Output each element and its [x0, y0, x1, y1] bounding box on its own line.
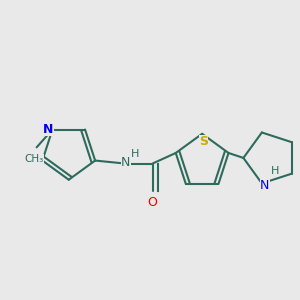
Text: H: H [130, 148, 139, 159]
Text: S: S [199, 135, 208, 148]
Text: N: N [43, 123, 54, 136]
Text: CH₃: CH₃ [24, 154, 43, 164]
Text: N: N [260, 179, 269, 192]
Text: H: H [271, 167, 279, 176]
Text: O: O [148, 196, 158, 209]
Text: N: N [121, 156, 130, 169]
Text: N: N [33, 154, 43, 167]
